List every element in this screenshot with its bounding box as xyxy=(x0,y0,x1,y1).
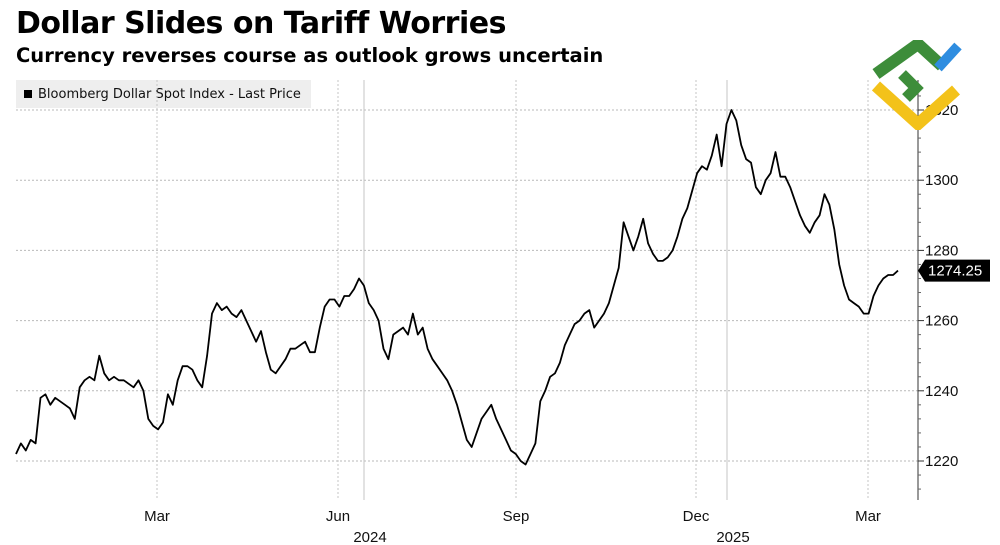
legend-swatch xyxy=(24,90,32,98)
chart-title: Dollar Slides on Tariff Worries xyxy=(16,6,506,41)
y-tick-label: 1260 xyxy=(925,313,958,330)
x-tick-label: Mar xyxy=(144,508,170,525)
x-tick-label: Dec xyxy=(683,508,710,525)
series-line xyxy=(15,109,899,466)
y-tick-label: 1280 xyxy=(925,242,958,259)
y-tick-label: 1220 xyxy=(925,453,958,470)
brand-logo-icon xyxy=(872,40,962,130)
last-value-box xyxy=(918,259,990,282)
x-tick-label: Sep xyxy=(503,508,530,525)
chart-subtitle: Currency reverses course as outlook grow… xyxy=(16,44,604,67)
x-year-label: 2025 xyxy=(716,529,749,545)
chart-legend: Bloomberg Dollar Spot Index - Last Price xyxy=(16,80,311,108)
last-value-label: 1274.25 xyxy=(928,263,982,280)
x-tick-label: Mar xyxy=(855,508,881,525)
y-tick-label: 1300 xyxy=(925,172,958,189)
x-tick-label: Jun xyxy=(326,508,350,525)
x-year-label: 2024 xyxy=(353,529,386,545)
y-tick-label: 1240 xyxy=(925,383,958,400)
legend-label: Bloomberg Dollar Spot Index - Last Price xyxy=(38,86,301,102)
